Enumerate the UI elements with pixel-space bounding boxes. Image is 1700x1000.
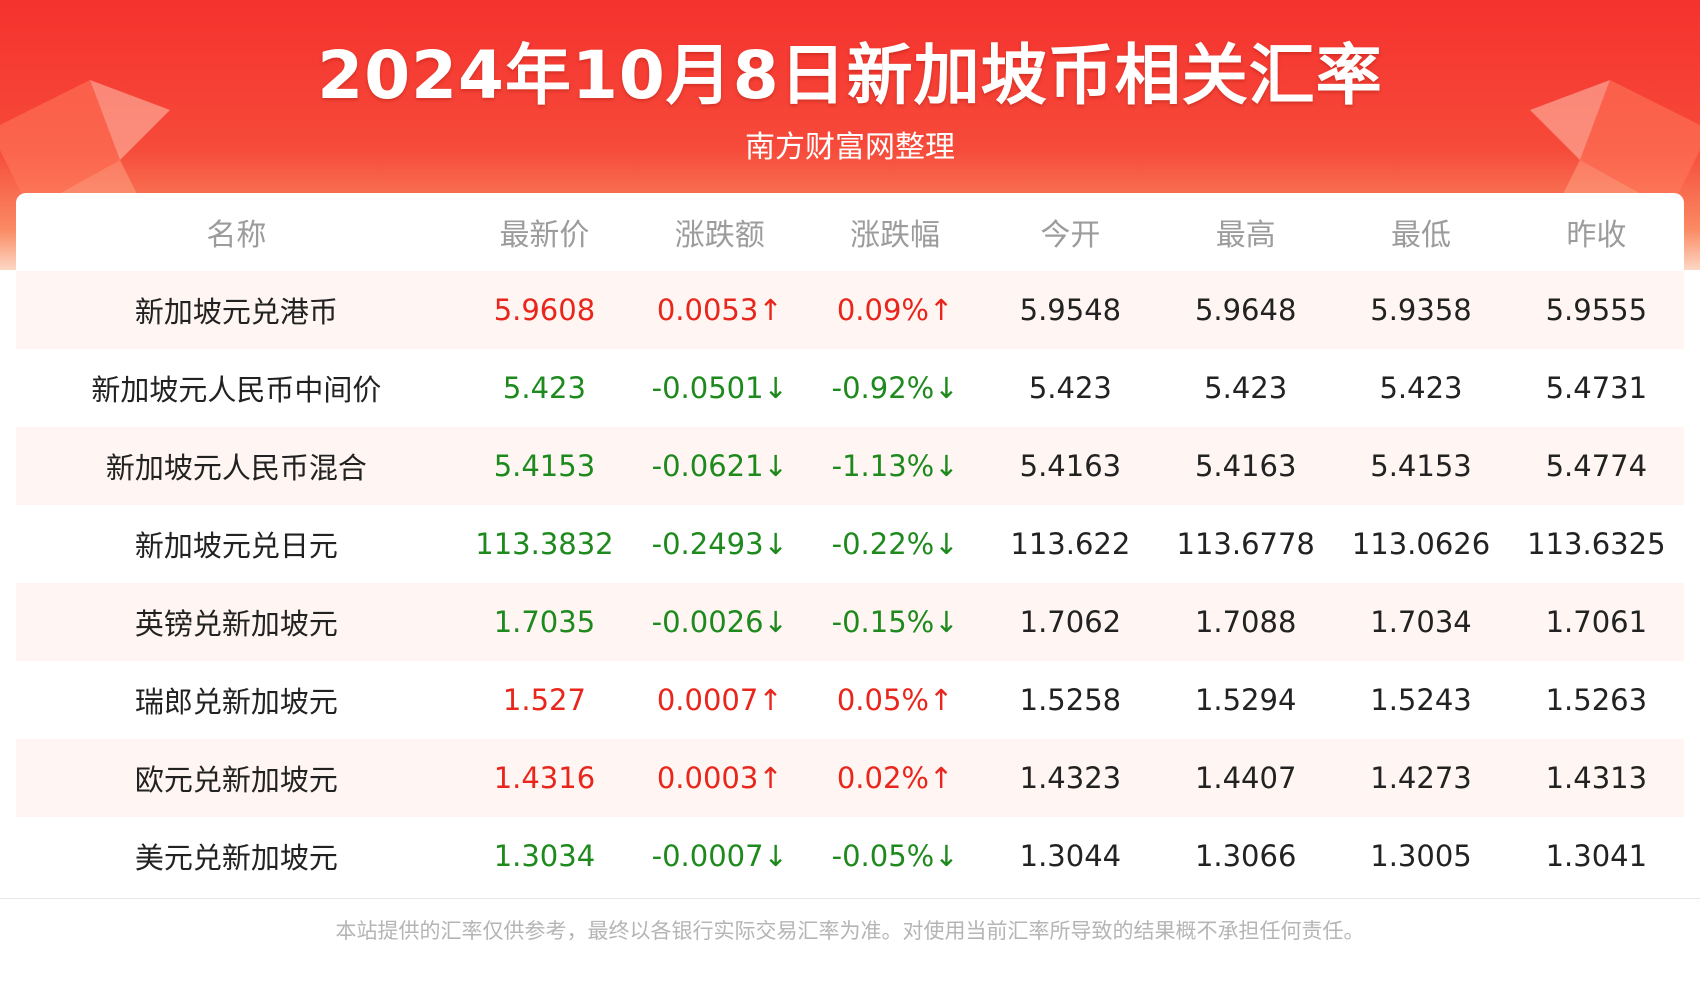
cell-latest: 5.9608 xyxy=(456,271,633,349)
table-row: 欧元兑新加坡元 1.4316 0.0003↑ 0.02%↑ 1.4323 1.4… xyxy=(16,739,1684,817)
cell-change-pct: -0.15%↓ xyxy=(807,583,983,661)
cell-change: 0.0053↑ xyxy=(632,271,808,349)
table-row: 新加坡元兑日元 113.3832 -0.2493↓ -0.22%↓ 113.62… xyxy=(16,505,1684,583)
header-name: 名称 xyxy=(206,218,267,253)
cell-low: 1.4273 xyxy=(1333,739,1509,817)
cell-low: 5.9358 xyxy=(1333,271,1509,349)
cell-prev-close: 5.4774 xyxy=(1508,427,1684,505)
cell-name: 美元兑新加坡元 xyxy=(16,817,457,895)
cell-open: 1.3044 xyxy=(982,817,1159,895)
cell-high: 5.423 xyxy=(1158,349,1334,427)
footer-divider xyxy=(0,898,1700,899)
cell-prev-close: 1.4313 xyxy=(1508,739,1684,817)
cell-high: 1.4407 xyxy=(1158,739,1334,817)
cell-open: 5.423 xyxy=(982,349,1159,427)
cell-change: -0.0621↓ xyxy=(632,427,808,505)
cell-name: 瑞郎兑新加坡元 xyxy=(16,661,457,739)
cell-high: 1.3066 xyxy=(1158,817,1334,895)
cell-change-pct: -0.22%↓ xyxy=(807,505,983,583)
cell-change: -0.2493↓ xyxy=(632,505,808,583)
header-high: 最高 xyxy=(1215,218,1276,253)
cell-change-pct: -1.13%↓ xyxy=(807,427,983,505)
cell-latest: 1.7035 xyxy=(456,583,633,661)
cell-prev-close: 1.7061 xyxy=(1508,583,1684,661)
cell-open: 5.9548 xyxy=(982,271,1159,349)
table-row: 美元兑新加坡元 1.3034 -0.0007↓ -0.05%↓ 1.3044 1… xyxy=(16,817,1684,895)
table-row: 瑞郎兑新加坡元 1.527 0.0007↑ 0.05%↑ 1.5258 1.52… xyxy=(16,661,1684,739)
cell-prev-close: 5.4731 xyxy=(1508,349,1684,427)
cell-latest: 1.527 xyxy=(456,661,633,739)
header-prev-close: 昨收 xyxy=(1566,218,1627,253)
header-latest: 最新价 xyxy=(499,218,590,253)
cell-change-pct: 0.09%↑ xyxy=(807,271,983,349)
header-open: 今开 xyxy=(1040,218,1101,253)
cell-high: 113.6778 xyxy=(1158,505,1334,583)
cell-latest: 113.3832 xyxy=(456,505,633,583)
cell-prev-close: 113.6325 xyxy=(1508,505,1684,583)
cell-open: 1.4323 xyxy=(982,739,1159,817)
table-row: 英镑兑新加坡元 1.7035 -0.0026↓ -0.15%↓ 1.7062 1… xyxy=(16,583,1684,661)
cell-change: -0.0026↓ xyxy=(632,583,808,661)
rates-table: 名称 最新价 涨跌额 涨跌幅 今开 最高 最低 昨收 新加坡元兑港币 5.960… xyxy=(16,193,1684,895)
rates-panel: 南方财富网 Southmoney.com 名称 最新价 涨跌额 涨跌幅 今开 最… xyxy=(16,193,1684,898)
cell-change-pct: 0.02%↑ xyxy=(807,739,983,817)
table-row: 新加坡元人民币中间价 5.423 -0.0501↓ -0.92%↓ 5.423 … xyxy=(16,349,1684,427)
cell-change: 0.0007↑ xyxy=(632,661,808,739)
cell-name: 新加坡元兑日元 xyxy=(16,505,457,583)
cell-high: 5.4163 xyxy=(1158,427,1334,505)
cell-low: 1.5243 xyxy=(1333,661,1509,739)
cell-name: 英镑兑新加坡元 xyxy=(16,583,457,661)
cell-open: 1.5258 xyxy=(982,661,1159,739)
cell-name: 新加坡元人民币混合 xyxy=(16,427,457,505)
cell-name: 欧元兑新加坡元 xyxy=(16,739,457,817)
cell-latest: 1.3034 xyxy=(456,817,633,895)
cell-high: 1.5294 xyxy=(1158,661,1334,739)
table-row: 新加坡元人民币混合 5.4153 -0.0621↓ -1.13%↓ 5.4163… xyxy=(16,427,1684,505)
cell-low: 1.3005 xyxy=(1333,817,1509,895)
cell-prev-close: 5.9555 xyxy=(1508,271,1684,349)
cell-open: 5.4163 xyxy=(982,427,1159,505)
cell-change: -0.0007↓ xyxy=(632,817,808,895)
cell-name: 新加坡元人民币中间价 xyxy=(16,349,457,427)
header-change: 涨跌额 xyxy=(674,218,765,253)
cell-name: 新加坡元兑港币 xyxy=(16,271,457,349)
cell-change: 0.0003↑ xyxy=(632,739,808,817)
cell-low: 1.7034 xyxy=(1333,583,1509,661)
cell-open: 1.7062 xyxy=(982,583,1159,661)
table-header-row: 名称 最新价 涨跌额 涨跌幅 今开 最高 最低 昨收 xyxy=(16,193,1684,271)
cell-low: 113.0626 xyxy=(1333,505,1509,583)
cell-low: 5.4153 xyxy=(1333,427,1509,505)
cell-change-pct: 0.05%↑ xyxy=(807,661,983,739)
cell-high: 1.7088 xyxy=(1158,583,1334,661)
cell-latest: 1.4316 xyxy=(456,739,633,817)
page-subtitle: 南方财富网整理 xyxy=(745,130,955,165)
header-low: 最低 xyxy=(1391,218,1451,253)
cell-open: 113.622 xyxy=(982,505,1159,583)
cell-change-pct: -0.05%↓ xyxy=(807,817,983,895)
disclaimer-text: 本站提供的汇率仅供参考，最终以各银行实际交易汇率为准。对使用当前汇率所导致的结果… xyxy=(335,919,1365,943)
cell-high: 5.9648 xyxy=(1158,271,1334,349)
cell-prev-close: 1.5263 xyxy=(1508,661,1684,739)
header-change-pct: 涨跌幅 xyxy=(850,218,941,253)
cell-prev-close: 1.3041 xyxy=(1508,817,1684,895)
table-row: 新加坡元兑港币 5.9608 0.0053↑ 0.09%↑ 5.9548 5.9… xyxy=(16,271,1684,349)
cell-low: 5.423 xyxy=(1333,349,1509,427)
cell-change-pct: -0.92%↓ xyxy=(807,349,983,427)
page-title: 2024年10月8日新加坡币相关汇率 xyxy=(317,37,1383,114)
cell-change: -0.0501↓ xyxy=(632,349,808,427)
cell-latest: 5.4153 xyxy=(456,427,633,505)
cell-latest: 5.423 xyxy=(456,349,633,427)
